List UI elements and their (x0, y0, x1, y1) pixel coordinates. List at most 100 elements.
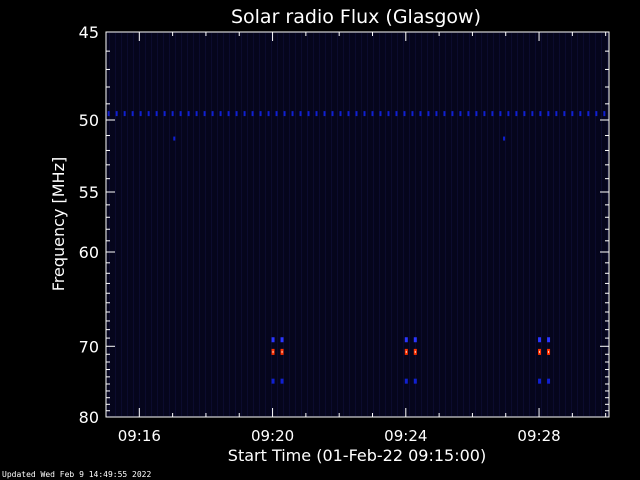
interference-dot (443, 111, 446, 117)
burst-mark (271, 378, 275, 384)
background-stripe (265, 33, 266, 416)
background-stripe (283, 33, 284, 416)
interference-dot (291, 111, 294, 117)
background-stripe (211, 33, 212, 416)
background-stripe (511, 33, 512, 416)
background-stripe (409, 33, 410, 416)
interference-dot (251, 111, 254, 117)
interference-dot (371, 111, 374, 117)
interference-dot (227, 111, 230, 117)
plot-area (106, 32, 609, 417)
background-stripe (427, 33, 428, 416)
interference-dot (451, 111, 454, 117)
background-stripe (313, 33, 314, 416)
background-stripe (481, 33, 482, 416)
interference-dot (195, 111, 198, 117)
burst-mark (413, 337, 417, 343)
x-tick-label: 09:28 (517, 427, 560, 445)
background-stripe (529, 33, 530, 416)
burst-mark (413, 378, 417, 384)
y-axis-label: Frequency [MHz] (49, 157, 68, 291)
background-stripe (367, 33, 368, 416)
background-stripe (259, 33, 260, 416)
background-stripe (547, 33, 548, 416)
y-tick-label: 45 (79, 23, 99, 42)
burst-mark (271, 337, 275, 343)
burst-peak (405, 350, 407, 353)
background-stripe (391, 33, 392, 416)
interference-dot (283, 111, 286, 117)
background-stripe (229, 33, 230, 416)
background-stripe (487, 33, 488, 416)
interference-dot (459, 111, 462, 117)
background-stripe (133, 33, 134, 416)
interference-dot (115, 111, 118, 117)
x-axis-label: Start Time (01-Feb-22 09:15:00) (228, 446, 486, 465)
interference-dot (531, 111, 534, 117)
background-stripe (145, 33, 146, 416)
interference-dot (315, 111, 318, 117)
interference-dot (299, 111, 302, 117)
spot-mark (503, 136, 506, 141)
background-stripe (343, 33, 344, 416)
background-stripe (115, 33, 116, 416)
background-stripe (241, 33, 242, 416)
interference-dot (579, 111, 582, 117)
background-stripe (595, 33, 596, 416)
updated-timestamp: Updated Wed Feb 9 14:49:55 2022 (2, 470, 152, 479)
background-stripe (445, 33, 446, 416)
background-stripe (349, 33, 350, 416)
background-stripe (271, 33, 272, 416)
background-stripe (193, 33, 194, 416)
interference-dot (235, 111, 238, 117)
interference-dot (107, 111, 110, 117)
interference-dot (179, 111, 182, 117)
interference-dot (203, 111, 206, 117)
background-stripe (583, 33, 584, 416)
interference-dot (123, 111, 126, 117)
background-stripe (535, 33, 536, 416)
interference-dot (379, 111, 382, 117)
burst-peak (414, 350, 416, 353)
x-tick-label: 09:20 (251, 427, 294, 445)
interference-dot (171, 111, 174, 117)
interference-dot (347, 111, 350, 117)
interference-dot (483, 111, 486, 117)
interference-dot (403, 111, 406, 117)
background-stripe (355, 33, 356, 416)
background-stripe (277, 33, 278, 416)
background-stripe (337, 33, 338, 416)
background-stripe (247, 33, 248, 416)
interference-dot (523, 111, 526, 117)
background-stripe (607, 33, 608, 416)
background-stripe (415, 33, 416, 416)
interference-dot (147, 111, 150, 117)
background-stripe (385, 33, 386, 416)
burst-peak (539, 350, 541, 353)
background-stripe (325, 33, 326, 416)
background-stripe (151, 33, 152, 416)
burst-peak (281, 350, 283, 353)
background-stripe (199, 33, 200, 416)
background-stripe (223, 33, 224, 416)
burst-mark (280, 378, 284, 384)
background-stripe (253, 33, 254, 416)
interference-dot (587, 111, 590, 117)
background-stripe (127, 33, 128, 416)
burst-mark (547, 337, 551, 343)
interference-dot (475, 111, 478, 117)
interference-dot (259, 111, 262, 117)
interference-dot (563, 111, 566, 117)
interference-dot (411, 111, 414, 117)
burst-peak (272, 350, 274, 353)
interference-dot (139, 111, 142, 117)
interference-dot (275, 111, 278, 117)
interference-dot (395, 111, 398, 117)
background-stripe (121, 33, 122, 416)
background-stripe (589, 33, 590, 416)
interference-dot (307, 111, 310, 117)
background-stripe (379, 33, 380, 416)
background-stripe (433, 33, 434, 416)
burst-mark (404, 378, 408, 384)
